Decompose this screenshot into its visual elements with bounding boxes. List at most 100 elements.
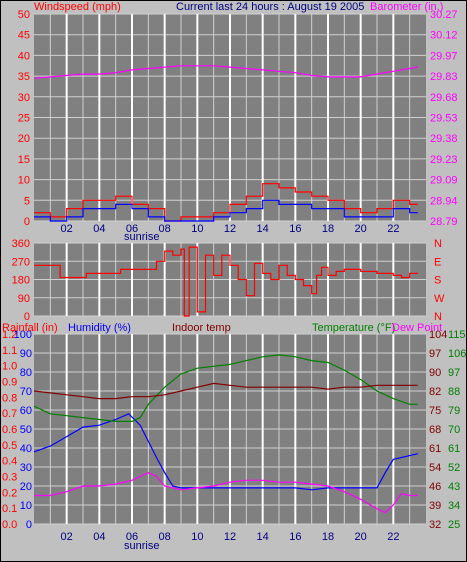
- axis-tick-label: 70: [20, 386, 32, 398]
- axis-tick-label: 29.53: [430, 113, 458, 125]
- axis-tick-label: 29.68: [430, 92, 458, 104]
- axis-tick-label: 39: [429, 500, 441, 512]
- x-tick-label: 22: [387, 223, 399, 235]
- axis-tick-label: 28.94: [430, 195, 458, 207]
- axis-tick-label: 10: [18, 175, 30, 187]
- wind-barometer-grid: [34, 13, 426, 222]
- x-tick-label: 10: [191, 531, 203, 543]
- axis-tick-label: 1.1: [2, 345, 17, 357]
- windspeed-axis-title: Windspeed (mph): [34, 1, 121, 13]
- wind-direction-series: [34, 246, 418, 317]
- axis-tick-label: 60: [20, 405, 32, 417]
- axis-tick-label: 79: [448, 405, 460, 417]
- axis-tick-label: 180: [12, 275, 30, 287]
- rainfall-axis-title: Rainfall (in): [2, 322, 58, 334]
- axis-tick-label: 68: [429, 424, 441, 436]
- axis-tick-label: 45: [18, 30, 30, 42]
- x-tick-label: 02: [61, 531, 73, 543]
- axis-tick-label: 100: [14, 329, 32, 341]
- axis-tick-label: 61: [448, 443, 460, 455]
- axis-tick-label: 35: [18, 71, 30, 83]
- axis-tick-label: 50: [20, 424, 32, 436]
- chart-title: Current last 24 hours : August 19 2005: [176, 1, 364, 13]
- axis-tick-label: 88: [448, 386, 460, 398]
- barometer-axis-title: Barometer (in.): [370, 1, 443, 13]
- axis-tick-label: 30: [18, 92, 30, 104]
- x-tick-label: 14: [257, 223, 269, 235]
- axis-tick-label: 0: [24, 311, 30, 323]
- axis-tick-label: 32: [429, 519, 441, 531]
- wind-barometer-series: [33, 65, 418, 222]
- dew-point-label: Dew Point: [392, 322, 442, 334]
- wind-direction-grid: [34, 242, 426, 317]
- axis-tick-label: 30.27: [430, 9, 458, 21]
- axis-tick-label: 28.79: [430, 216, 458, 228]
- axis-tick-label: 1.0: [2, 361, 17, 373]
- axis-tick-label: 106: [448, 348, 466, 360]
- x-tick-label: 12: [224, 531, 236, 543]
- wind-barometer-axes: 0 5 10 15 20 25 30 35 40 45 50 28.79 28.94 29.09 29.23…: [18, 9, 458, 228]
- x-tick-label: 02: [61, 223, 73, 235]
- series-line-wind-gust: [34, 183, 418, 222]
- axis-tick-label: 20: [20, 481, 32, 493]
- temperature-humidity-series: [33, 354, 418, 514]
- axis-tick-label: 29.97: [430, 50, 458, 62]
- series-line-wind-speed: [34, 199, 418, 222]
- x-tick-label: 04: [93, 223, 105, 235]
- series-line-temperature-f-: [33, 354, 418, 422]
- x-tick-label: 20: [355, 531, 367, 543]
- axis-tick-label: N: [434, 238, 442, 250]
- axis-tick-label: E: [434, 256, 441, 268]
- axis-tick-label: 82: [429, 386, 441, 398]
- axis-tick-label: 10: [20, 500, 32, 512]
- axis-tick-label: 25: [448, 519, 460, 531]
- axis-tick-label: 1.2: [2, 329, 17, 341]
- axis-tick-label: 5: [24, 195, 30, 207]
- axis-tick-label: 0.6: [2, 424, 17, 436]
- axis-tick-label: 40: [18, 50, 30, 62]
- x-tick-label: 20: [355, 223, 367, 235]
- axis-tick-label: 0.9: [2, 377, 17, 389]
- x-tick-label: 08: [159, 223, 171, 235]
- axis-tick-label: 0.7: [2, 408, 17, 420]
- sunrise-label-bottom: sunrise: [124, 540, 159, 552]
- axis-tick-label: 80: [20, 367, 32, 379]
- axis-tick-label: 50: [18, 9, 30, 21]
- x-tick-label: 06: [126, 531, 138, 543]
- axis-tick-label: W: [434, 293, 445, 305]
- temperature-axis-title: Temperature (°F): [312, 322, 395, 334]
- x-tick-label: 12: [224, 223, 236, 235]
- x-tick-label: 06: [126, 223, 138, 235]
- axis-tick-label: 270: [12, 256, 30, 268]
- axis-tick-label: 0.1: [2, 503, 17, 515]
- axis-tick-label: 25: [18, 113, 30, 125]
- axis-tick-label: 90: [20, 348, 32, 360]
- series-line-dew-point: [34, 472, 418, 514]
- x-tick-labels-top: 02 04 06 08 10 12 14 16 18 20 22: [61, 223, 400, 235]
- axis-tick-label: 104: [429, 329, 447, 341]
- x-tick-label: 16: [289, 531, 301, 543]
- axis-tick-label: 0.2: [2, 487, 17, 499]
- axis-tick-label: 29.38: [430, 133, 458, 145]
- series-line-wind-direction: [34, 246, 418, 317]
- axis-tick-label: 29.83: [430, 71, 458, 83]
- axis-tick-label: 70: [448, 424, 460, 436]
- axis-tick-label: 90: [18, 293, 30, 305]
- humidity-axis-title: Humidity (%): [68, 322, 131, 334]
- axis-tick-label: 0.3: [2, 472, 17, 484]
- axis-tick-label: 75: [429, 405, 441, 417]
- x-tick-label: 04: [93, 531, 105, 543]
- axis-tick-label: S: [434, 275, 441, 287]
- axis-tick-label: 43: [448, 481, 460, 493]
- temperature-humidity-grid: [34, 333, 426, 525]
- axis-tick-label: 40: [20, 443, 32, 455]
- axis-tick-label: 0.8: [2, 392, 17, 404]
- axis-tick-label: 97: [429, 348, 441, 360]
- axis-tick-label: 29.23: [430, 154, 458, 166]
- axis-tick-label: 61: [429, 443, 441, 455]
- axis-tick-label: 15: [18, 154, 30, 166]
- axis-tick-label: 34: [448, 500, 460, 512]
- axis-tick-label: 0: [24, 216, 30, 228]
